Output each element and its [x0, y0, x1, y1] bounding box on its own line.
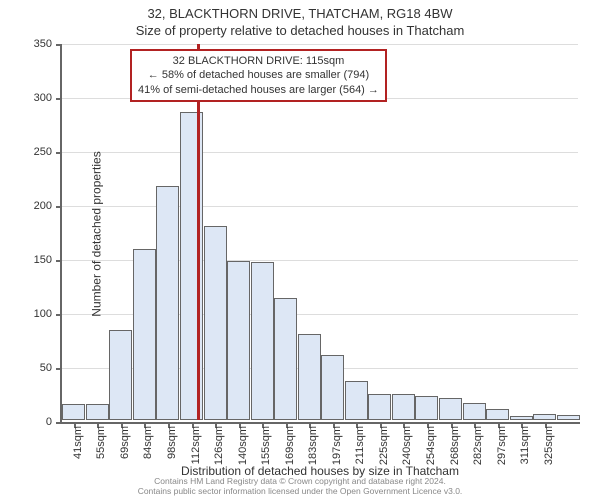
grid-line: [62, 44, 578, 45]
histogram-bar: [86, 404, 109, 420]
x-tick-label: 69sqm: [119, 426, 131, 459]
x-tick-label: 311sqm: [519, 426, 531, 464]
y-tick-label: 150: [22, 254, 52, 266]
histogram-bar: [557, 415, 580, 420]
chart-area: 41sqm55sqm69sqm84sqm98sqm112sqm126sqm140…: [60, 44, 580, 424]
histogram-bar: [133, 249, 156, 420]
histogram-bar: [345, 381, 368, 420]
x-tick-label: 197sqm: [331, 426, 343, 465]
grid-line: [62, 206, 578, 207]
y-tick: [56, 152, 62, 154]
histogram-bar: [274, 298, 297, 420]
histogram-bar: [463, 403, 486, 420]
x-tick-label: 98sqm: [166, 426, 178, 459]
x-tick-label: 169sqm: [284, 426, 296, 465]
y-tick-label: 100: [22, 308, 52, 320]
y-tick-label: 250: [22, 146, 52, 158]
annotation-line2: ← 58% of detached houses are smaller (79…: [138, 68, 379, 82]
x-tick-label: 84sqm: [142, 426, 154, 459]
y-axis-title: Number of detached properties: [90, 151, 104, 316]
y-tick-label: 300: [22, 92, 52, 104]
x-tick-label: 41sqm: [72, 426, 84, 459]
x-tick-label: 211sqm: [354, 426, 366, 464]
histogram-bar: [109, 330, 132, 420]
x-tick-label: 240sqm: [401, 426, 413, 465]
y-tick-label: 0: [22, 416, 52, 428]
chart-container: 32, BLACKTHORN DRIVE, THATCHAM, RG18 4BW…: [0, 0, 600, 500]
histogram-bar: [415, 396, 438, 420]
x-tick-label: 268sqm: [449, 426, 461, 465]
y-tick: [56, 260, 62, 262]
footer-line2: Contains public sector information licen…: [0, 486, 600, 496]
histogram-bar: [321, 355, 344, 420]
y-tick-label: 50: [22, 362, 52, 374]
y-tick-label: 350: [22, 38, 52, 50]
histogram-bar: [62, 404, 85, 420]
annotation-line1: 32 BLACKTHORN DRIVE: 115sqm: [138, 54, 379, 68]
histogram-bar: [439, 398, 462, 420]
histogram-bar: [533, 414, 556, 420]
histogram-bar: [204, 226, 227, 420]
histogram-bar: [368, 394, 391, 420]
y-tick: [56, 314, 62, 316]
y-tick: [56, 368, 62, 370]
histogram-bar: [156, 186, 179, 420]
y-tick-label: 200: [22, 200, 52, 212]
annotation-box: 32 BLACKTHORN DRIVE: 115sqm ← 58% of det…: [130, 49, 387, 102]
footer: Contains HM Land Registry data © Crown c…: [0, 476, 600, 496]
x-tick-label: 183sqm: [307, 426, 319, 465]
histogram-bar: [251, 262, 274, 420]
main-title: 32, BLACKTHORN DRIVE, THATCHAM, RG18 4BW: [0, 0, 600, 21]
x-tick-label: 225sqm: [378, 426, 390, 465]
histogram-bar: [486, 409, 509, 420]
x-tick-label: 126sqm: [213, 426, 225, 465]
grid-line: [62, 152, 578, 153]
x-tick-label: 282sqm: [472, 426, 484, 465]
sub-title: Size of property relative to detached ho…: [0, 21, 600, 38]
y-tick: [56, 98, 62, 100]
histogram-bar: [227, 261, 250, 420]
histogram-bar: [510, 416, 533, 420]
annotation-line3: 41% of semi-detached houses are larger (…: [138, 83, 379, 97]
x-tick-label: 297sqm: [496, 426, 508, 465]
x-tick-label: 325sqm: [543, 426, 555, 465]
x-tick-label: 155sqm: [260, 426, 272, 465]
x-tick-label: 55sqm: [95, 426, 107, 459]
x-tick-label: 112sqm: [190, 426, 202, 464]
histogram-bar: [298, 334, 321, 420]
histogram-bar: [392, 394, 415, 420]
footer-line1: Contains HM Land Registry data © Crown c…: [0, 476, 600, 486]
x-tick-label: 254sqm: [425, 426, 437, 465]
y-tick: [56, 44, 62, 46]
y-tick: [56, 422, 62, 424]
x-tick-label: 140sqm: [237, 426, 249, 465]
y-tick: [56, 206, 62, 208]
